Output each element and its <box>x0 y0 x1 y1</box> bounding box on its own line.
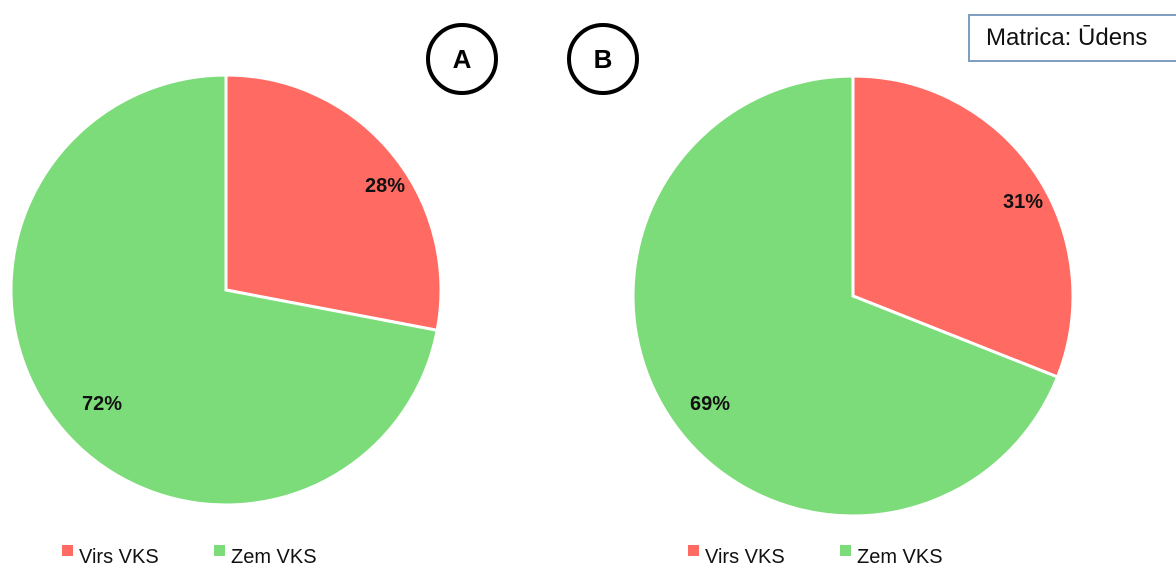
legend-swatch <box>62 545 73 556</box>
legend-swatch <box>214 545 225 556</box>
panel-badge-letter: A <box>453 44 472 74</box>
pie-slice-zem-vks <box>631 74 1060 518</box>
legend-b: Virs VKS Zem VKS <box>688 545 943 568</box>
panel-badge-a: A <box>426 23 498 95</box>
legend-label: Virs VKS <box>79 546 159 568</box>
pie-slice-virs-vks <box>224 73 443 333</box>
matrix-label-box: Matrica: Ūdens <box>968 14 1176 62</box>
legend-label: Zem VKS <box>857 546 943 568</box>
legend-swatch <box>688 545 699 556</box>
slice-percent-label: 28% <box>365 175 405 197</box>
panel-badge-letter: B <box>594 44 613 74</box>
slice-percent-label: 72% <box>82 393 122 415</box>
panel-badge-circle <box>426 23 498 95</box>
legend-swatch <box>840 545 851 556</box>
matrix-label: Matrica: Ūdens <box>986 24 1148 51</box>
panel-badge-b: B <box>567 23 639 95</box>
legend-a: Virs VKS Zem VKS <box>62 545 317 568</box>
panel-badge-circle <box>567 23 639 95</box>
pie-slice-zem-vks <box>9 73 439 507</box>
pie-slice-virs-vks <box>851 74 1075 379</box>
slice-percent-label: 69% <box>690 393 730 415</box>
legend-label: Zem VKS <box>231 546 317 568</box>
pie-chart-b: 31% 69% <box>631 74 1075 518</box>
legend-label: Virs VKS <box>705 546 785 568</box>
slice-percent-label: 31% <box>1003 191 1043 213</box>
pie-chart-a: 28% 72% <box>9 73 443 507</box>
